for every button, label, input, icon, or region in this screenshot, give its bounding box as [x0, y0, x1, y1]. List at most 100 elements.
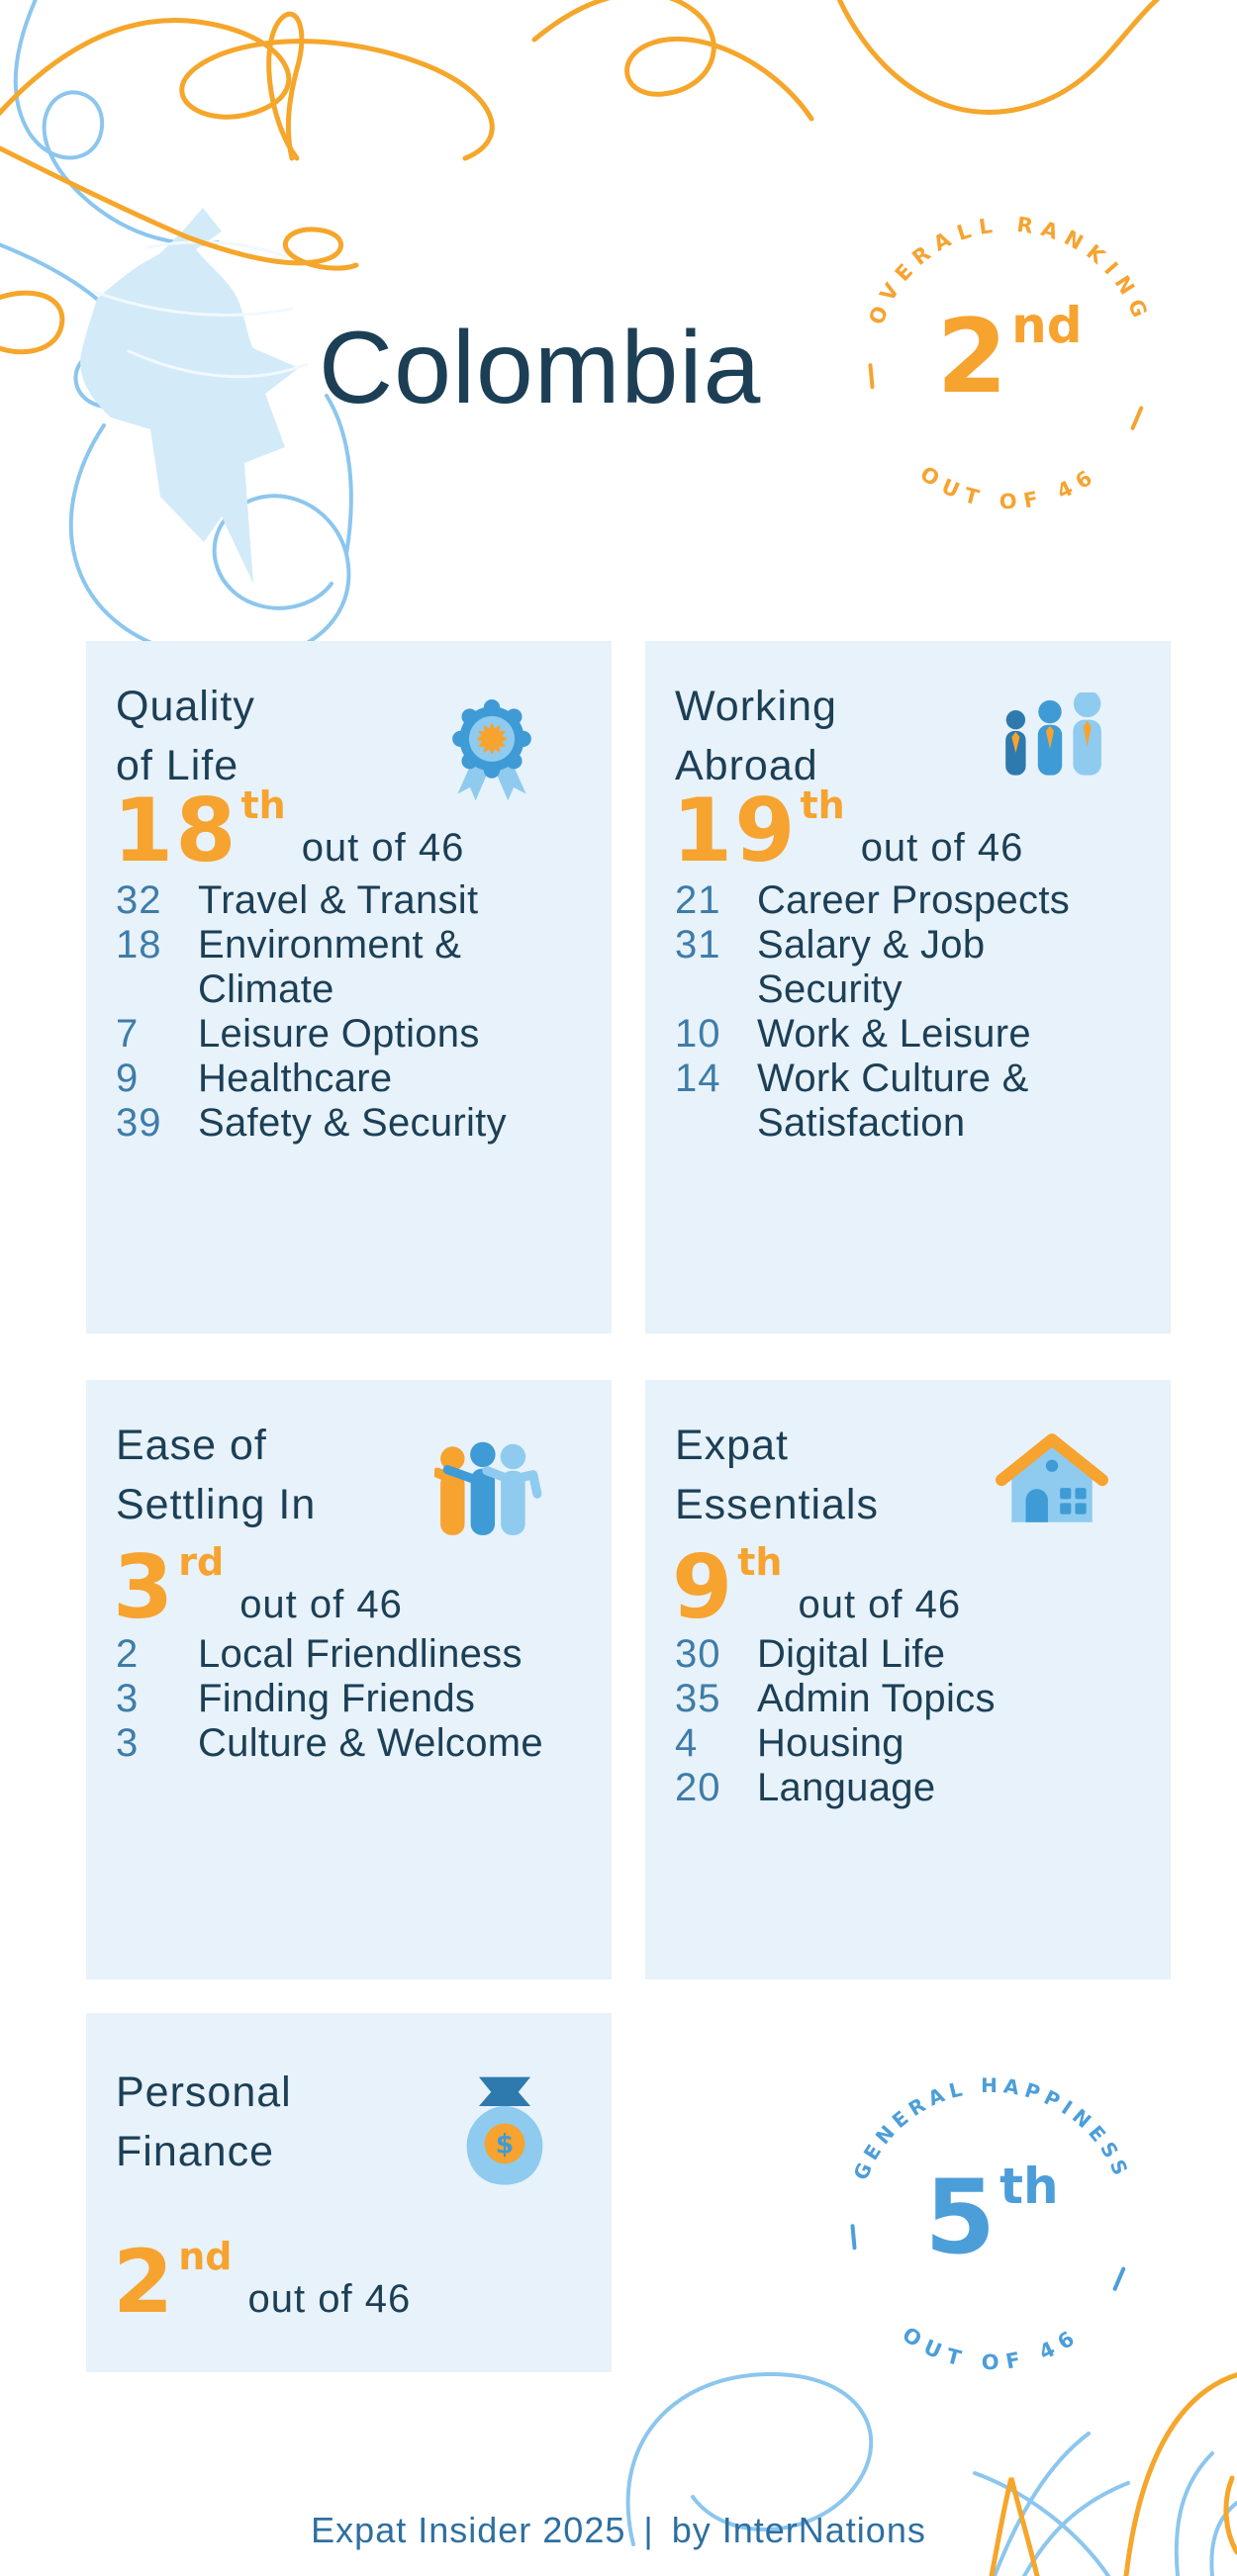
subcategory-label: Leisure Options	[198, 1012, 480, 1056]
overall-rank: 2nd	[936, 297, 1082, 416]
subcategory-rank: 3	[116, 1721, 140, 1765]
page-title: Colombia	[319, 311, 762, 425]
subcategory-list: 30 Digital Life 35 Admin Topics 4 Housing 2…	[675, 1632, 1133, 1810]
rank-number: 9	[672, 1536, 735, 1638]
rank-suffix: rd	[178, 1540, 225, 1584]
subcategory-row: 32 Travel & Transit	[116, 878, 574, 923]
subcategory-label: Admin Topics	[757, 1677, 996, 1720]
subcategory-rank: 10	[675, 1012, 721, 1056]
house-icon	[996, 1433, 1108, 1522]
subcategory-row: 20 Language	[675, 1766, 1133, 1810]
award-rosette-icon	[452, 699, 531, 801]
card-expat-essentials: Expat Essentials 9th out of 46 30 Digital …	[645, 1380, 1171, 1979]
colombia-map-icon	[80, 208, 299, 584]
subcategory-rank: 39	[116, 1101, 162, 1145]
happiness-rank: 5th	[924, 2158, 1058, 2277]
subcategory-row: 3 Culture & Welcome	[116, 1721, 574, 1766]
category-rank-line: 19th out of 46	[672, 780, 1023, 881]
subcategory-label: Culture & Welcome	[198, 1721, 543, 1765]
subcategory-list: 32 Travel & Transit 18 Environment & Clima…	[116, 878, 574, 1146]
dollar-sign-icon: $	[496, 2129, 514, 2160]
rank-suffix: nd	[178, 2235, 233, 2278]
subcategory-rank: 14	[675, 1057, 721, 1100]
card-title: Quality of Life	[116, 683, 255, 789]
overall-ranking-badge: OVERALL RANKING OUT OF 46 2nd	[864, 213, 1154, 514]
out-of-46-label: out of 46	[239, 1583, 403, 1626]
footer: Expat Insider 2025 | by InterNations	[0, 2510, 1237, 2551]
card-personal-finance: Personal Finance $ 2nd out of 46	[86, 2013, 612, 2372]
subcategory-label: Salary & Job Security	[757, 923, 986, 1011]
subcategory-label: Travel & Transit	[198, 878, 479, 922]
subcategory-label: Digital Life	[757, 1632, 946, 1676]
badge-arc-bottom: OUT OF 46	[916, 462, 1103, 514]
subcategory-row: 39 Safety & Security	[116, 1101, 574, 1146]
card-working-abroad: Working Abroad 19th out of 46 21 Career Pr…	[645, 641, 1171, 1334]
subcategory-list: 21 Career Prospects 31 Salary & Job Securi…	[675, 878, 1133, 1146]
category-rank-line: 2nd out of 46	[113, 2231, 411, 2333]
rank-number: 3	[113, 1536, 176, 1638]
card-title: Expat Essentials	[675, 1422, 879, 1528]
subcategory-rank: 4	[675, 1721, 699, 1765]
subcategory-row: 21 Career Prospects	[675, 878, 1133, 923]
subcategory-label: Language	[757, 1766, 936, 1809]
subcategory-label: Work & Leisure	[757, 1012, 1031, 1056]
rank-number: 2	[113, 2231, 176, 2333]
business-people-icon	[1005, 692, 1101, 776]
subcategory-row: 4 Housing	[675, 1721, 1133, 1766]
out-of-46-label: out of 46	[798, 1583, 962, 1626]
subcategory-row: 2 Local Friendliness	[116, 1632, 574, 1677]
subcategory-row: 3 Finding Friends	[116, 1677, 574, 1721]
friends-people-icon	[434, 1441, 542, 1535]
subcategory-row: 18 Environment & Climate	[116, 923, 574, 1012]
subcategory-row: 30 Digital Life	[675, 1632, 1133, 1677]
subcategory-row: 14 Work Culture & Satisfaction	[675, 1057, 1133, 1146]
rank-suffix: th	[240, 783, 286, 827]
subcategory-row: 9 Healthcare	[116, 1057, 574, 1101]
category-rank-line: 9th out of 46	[672, 1536, 961, 1638]
subcategory-label: Safety & Security	[198, 1101, 507, 1145]
subcategory-rank: 32	[116, 878, 162, 922]
brand-name: by InterNations	[671, 2510, 926, 2550]
badge-arc-top: OVERALL RANKING	[864, 213, 1154, 328]
subcategory-rank: 31	[675, 923, 721, 966]
subcategory-rank: 18	[116, 923, 162, 966]
rank-number: 18	[113, 780, 238, 881]
subcategory-rank: 7	[116, 1012, 140, 1056]
category-rank-line: 18th out of 46	[113, 780, 464, 881]
subcategory-rank: 2	[116, 1632, 140, 1676]
subcategory-row: 31 Salary & Job Security	[675, 923, 1133, 1012]
subcategory-label: Finding Friends	[198, 1677, 476, 1720]
subcategory-rank: 3	[116, 1677, 140, 1720]
badge-dash-icon	[868, 363, 1144, 430]
rank-number: 19	[672, 780, 798, 881]
subcategory-label: Work Culture & Satisfaction	[757, 1057, 1029, 1145]
subcategory-row: 7 Leisure Options	[116, 1012, 574, 1057]
subcategory-label: Housing	[757, 1721, 904, 1765]
subcategory-label: Healthcare	[198, 1057, 393, 1100]
rank-suffix: th	[737, 1540, 783, 1584]
money-bag-icon: $	[466, 2076, 543, 2185]
badge-arc-bottom: OUT OF 46	[899, 2323, 1086, 2375]
card-ease-of-settling-in: Ease of Settling In 3rdout of 46 2 Local …	[86, 1380, 612, 1979]
subcategory-label: Environment & Climate	[198, 923, 462, 1011]
subcategory-rank: 9	[116, 1057, 140, 1100]
subcategory-rank: 21	[675, 878, 721, 922]
card-quality-of-life: Quality of Life 18thout of 46 32 Travel &…	[86, 641, 612, 1334]
subcategory-list: 2 Local Friendliness 3 Finding Friends 3 Cu…	[116, 1632, 574, 1766]
out-of-46-label: out of 46	[247, 2277, 412, 2321]
subcategory-rank: 35	[675, 1677, 721, 1720]
card-title: Ease of Settling In	[116, 1422, 317, 1528]
out-of-46-label: out of 46	[860, 826, 1024, 870]
subcategory-rank: 30	[675, 1632, 721, 1676]
subcategory-row: 35 Admin Topics	[675, 1677, 1133, 1721]
general-happiness-badge: GENERAL HAPPINESS OUT OF 46 5th	[848, 2073, 1129, 2375]
rank-suffix: th	[800, 783, 845, 827]
separator: |	[643, 2510, 654, 2550]
subcategory-row: 10 Work & Leisure	[675, 1012, 1133, 1057]
report-title: Expat Insider 2025	[311, 2510, 626, 2550]
badge-dash-icon	[850, 2224, 1126, 2291]
category-rank-line: 3rd out of 46	[113, 1536, 403, 1638]
subcategory-label: Career Prospects	[757, 878, 1071, 922]
